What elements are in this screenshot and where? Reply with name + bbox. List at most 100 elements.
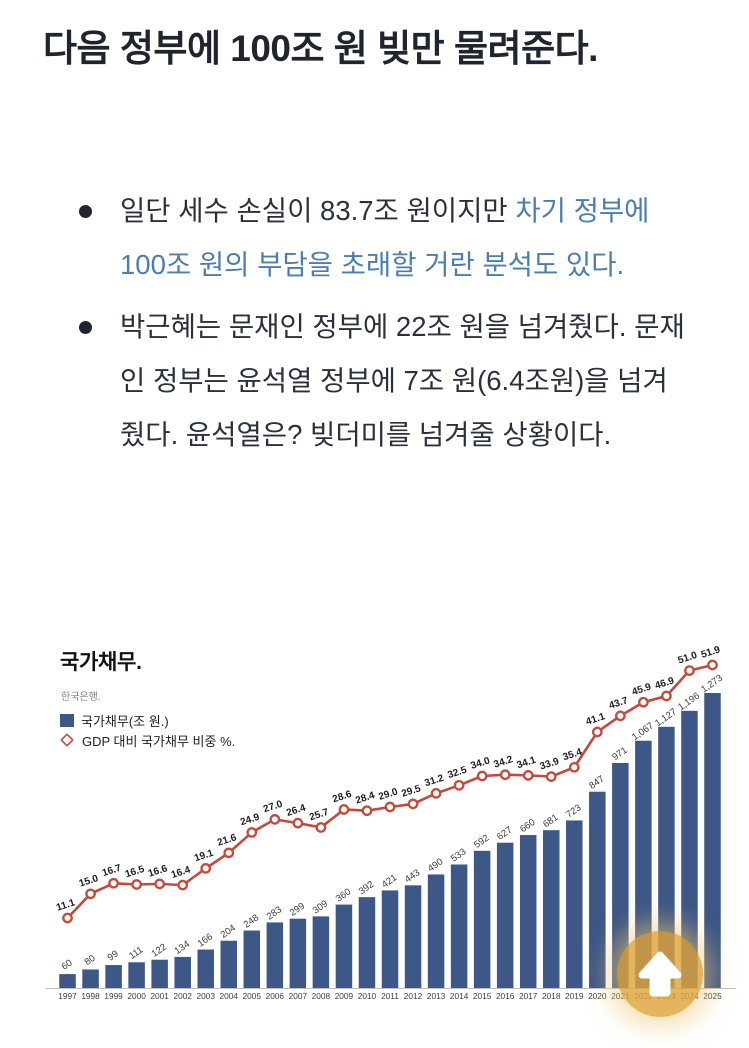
line-marker [476,770,488,782]
x-tick-label: 2018 [542,991,561,1001]
bar-value-label: 60 [60,958,75,973]
pct-label: 28.6 [331,789,353,806]
bar [105,965,122,988]
bar [220,940,238,988]
pct-label: 41.1 [585,711,607,728]
x-tick-label: 2009 [335,991,354,1001]
pct-label: 29.0 [377,786,399,803]
pct-label: 43.7 [608,695,630,712]
bar [519,835,537,988]
bar-value-label: 360 [334,886,353,904]
bar-value-label: 111 [127,945,145,962]
bar-value-label: 443 [403,867,422,885]
line-marker [614,710,626,722]
bar [635,740,652,988]
bar [404,885,422,988]
line-marker [108,877,119,889]
pct-label: 35.4 [562,747,584,764]
bullet-text-plain: 일단 세수 손실이 83.7조 원이지만 [120,195,516,226]
chart-plot: 60 1997 80 1998 99 1999 111 2000 122 2001 134 2002 1… [46,644,736,1001]
bar [243,930,261,988]
x-tick-label: 2007 [289,991,308,1001]
line-marker [707,659,718,671]
line-marker-icon [60,733,74,747]
bar-value-label: 1,127 [653,706,679,729]
pct-label: 33.9 [539,756,561,773]
bar-value-label: 971 [610,745,629,763]
bar-value-label: 592 [472,833,491,851]
bar-value-label: 166 [196,931,215,949]
x-tick-label: 2013 [427,991,446,1001]
line-marker [131,879,142,890]
legend-item-bar: 국가채무(조 원.) [60,710,235,730]
pct-label: 19.1 [193,848,215,865]
bar-value-label: 1,273 [699,673,725,696]
line-marker [453,779,465,791]
pct-label: 29.5 [400,783,422,800]
chart-legend: 국가채무(조 원.) GDP 대비 국가채무 비중 %. [60,710,235,750]
bar [427,874,445,988]
chart-section: 60 1997 80 1998 99 1999 111 2000 122 2001 134 2002 1… [40,638,745,1023]
bar [704,693,721,988]
bar [289,918,307,988]
bar [82,969,99,988]
list-item: 일단 세수 손실이 83.7조 원이지만 차기 정부에 100조 원의 부담을 … [43,184,693,292]
list-item: 박근혜는 문재인 정부에 22조 원을 넘겨줬다. 문재인 정부는 윤석열 정부… [43,300,693,462]
bar [612,762,629,988]
bar-value-label: 283 [265,904,284,922]
x-tick-label: 2014 [450,991,469,1001]
bullet-list: 일단 세수 손실이 83.7조 원이지만 차기 정부에 100조 원의 부담을 … [43,184,693,470]
bar-value-label: 99 [106,948,121,963]
line-marker [407,798,419,810]
bar-value-label: 627 [495,825,514,843]
bar-value-label: 1,196 [676,690,702,713]
pct-label: 16.5 [124,864,146,881]
pct-label: 45.9 [631,681,653,698]
pct-label: 25.7 [308,807,330,824]
bar [473,850,491,988]
x-tick-label: 2025 [703,991,722,1001]
line-marker [684,665,695,676]
pct-label: 24.9 [239,812,261,829]
pct-label: 34.2 [492,754,514,771]
chart-title: 국가채무. [60,651,142,674]
line-marker [246,827,258,838]
x-tick-label: 1999 [104,991,123,1001]
x-tick-label: 2008 [312,991,331,1001]
bar [381,890,399,988]
pct-label: 15.0 [78,873,100,890]
line-marker [430,788,442,799]
x-tick-label: 2012 [404,991,423,1001]
line-marker [223,847,235,859]
bar-swatch-icon [60,713,74,727]
bar [542,830,560,988]
bar-value-label: 490 [426,856,445,874]
bar [151,959,168,988]
bar [658,726,675,988]
page-title: 다음 정부에 100조 원 빚만 물려준다. [43,28,598,69]
bar-value-label: 309 [311,898,330,916]
bar [496,842,514,988]
bar [358,897,376,988]
pct-label: 26.4 [285,802,307,819]
line-marker [384,801,396,813]
bar-value-label: 134 [173,939,192,957]
inline-link[interactable]: 차기 정부에 100조 원의 부담을 초래할 거란 분석도 있다. [120,195,650,280]
line-marker [85,888,96,900]
line-marker [62,912,73,924]
chart-source: 한국은행. [61,692,101,703]
x-tick-label: 2002 [173,991,192,1001]
bar-value-label: 681 [541,812,560,830]
up-arrow-icon [638,951,682,997]
bar-value-label: 1,067 [630,720,656,743]
x-tick-label: 2000 [127,991,146,1001]
bar-value-label: 299 [288,901,307,919]
line-marker [661,690,672,702]
x-tick-label: 2011 [381,991,399,1001]
x-tick-label: 2015 [473,991,492,1001]
bar [589,791,606,988]
legend-item-line: GDP 대비 국가채무 비중 %. [60,730,235,750]
line-marker [338,804,350,815]
x-tick-label: 2010 [358,991,377,1001]
scroll-to-top-button[interactable] [617,931,703,1017]
